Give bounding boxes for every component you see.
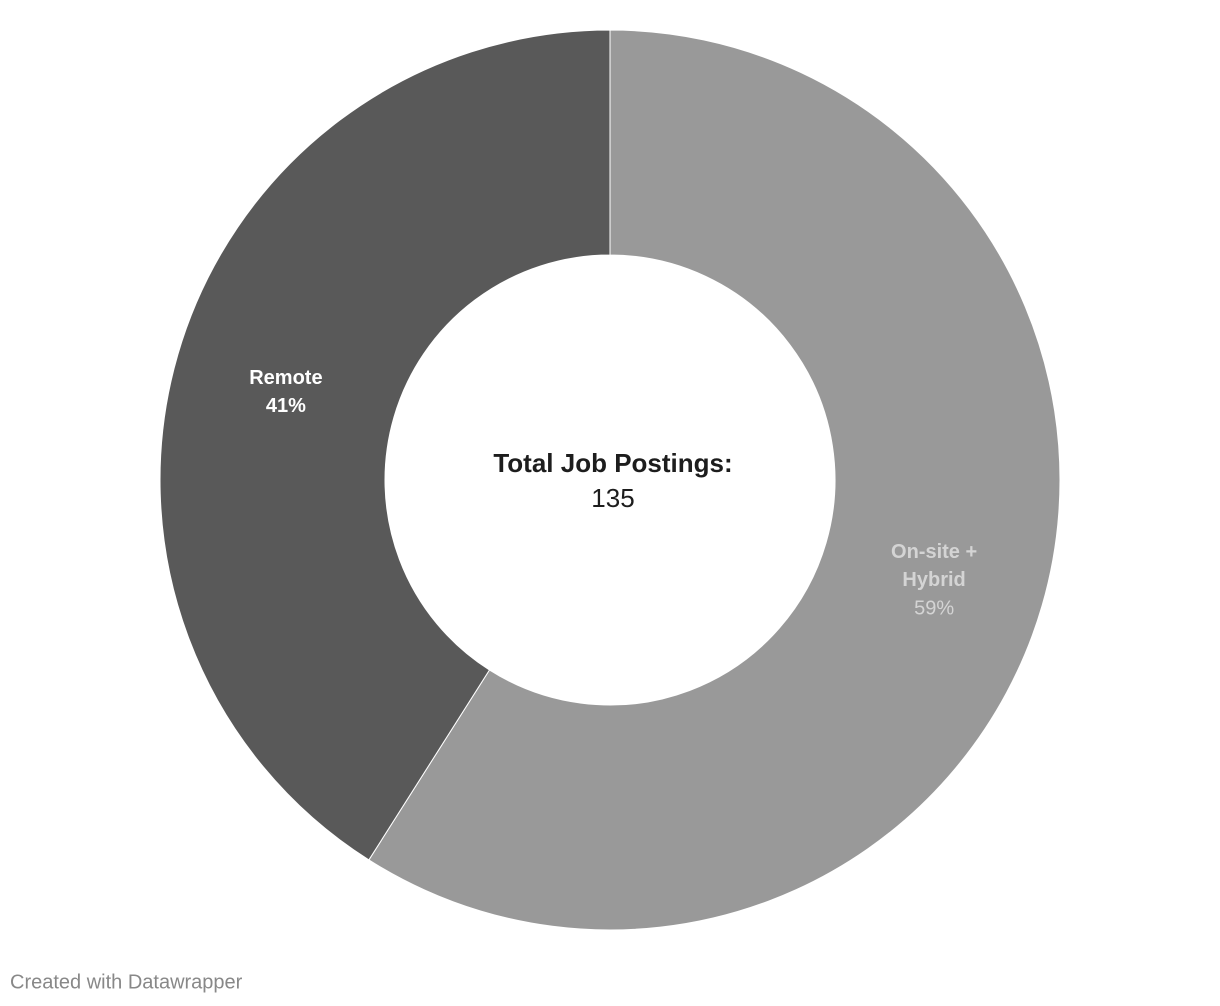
slice: [368, 29, 1061, 931]
center-title: Total Job Postings:: [493, 448, 732, 478]
center-value: 135: [591, 483, 634, 513]
slice: [159, 29, 611, 861]
slice-label: On-site + Hybrid: [891, 541, 977, 591]
slice-label: Remote: [249, 367, 322, 389]
value-label: 59%: [914, 597, 954, 619]
footer: Created with Datawrapper: [10, 971, 243, 993]
value-label: 41%: [266, 395, 306, 417]
slices: [159, 29, 1061, 931]
